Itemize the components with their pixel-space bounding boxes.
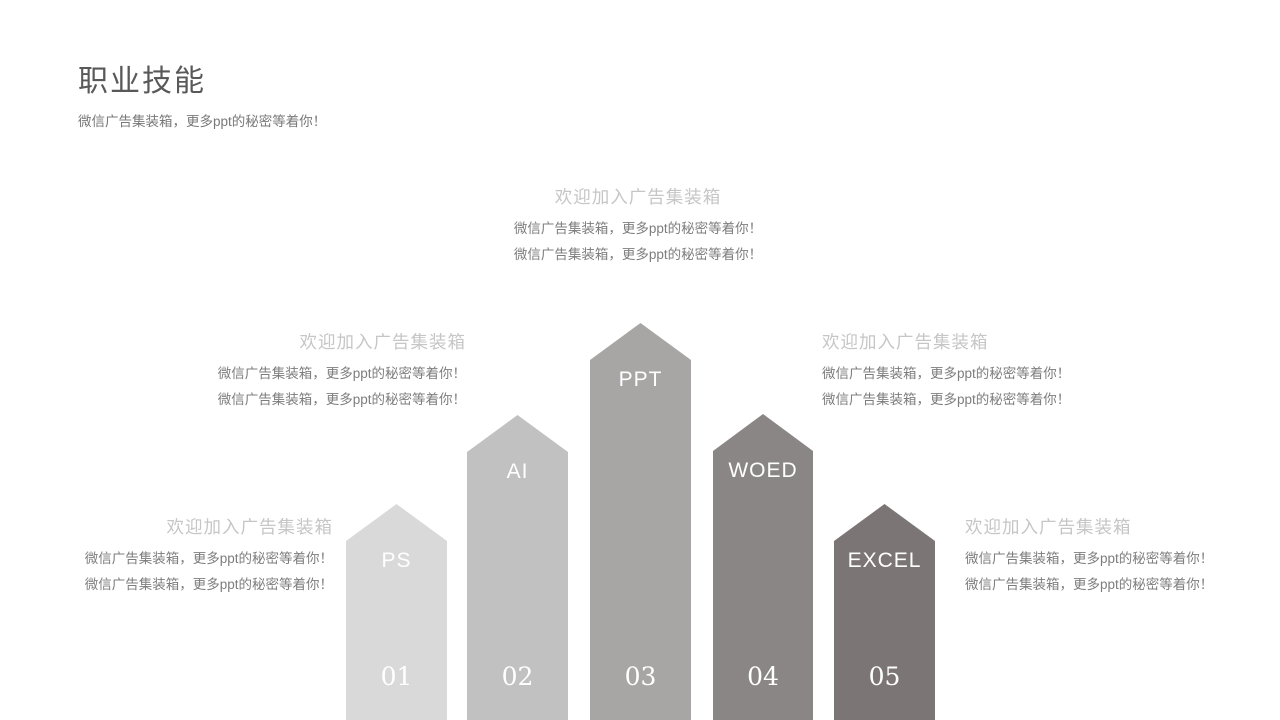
- info-block-heading: 欢迎加入广告集装箱: [822, 332, 989, 352]
- skill-bar-rank: 04: [747, 662, 779, 691]
- info-block-line: 微信广告集装箱，更多ppt的秘密等着你！: [84, 551, 333, 566]
- page-subtitle: 微信广告集装箱，更多ppt的秘密等着你！: [78, 114, 327, 129]
- info-block-line: 微信广告集装箱，更多ppt的秘密等着你！: [822, 392, 1071, 407]
- info-block-line: 微信广告集装箱，更多ppt的秘密等着你！: [965, 551, 1214, 566]
- info-block-heading: 欢迎加入广告集装箱: [965, 517, 1132, 537]
- skill-bar-label: WOED: [728, 459, 798, 482]
- page-title: 职业技能: [78, 65, 206, 98]
- skill-bar-rank: 03: [624, 662, 657, 691]
- info-block-heading: 欢迎加入广告集装箱: [554, 187, 722, 207]
- skill-bar-rank: 01: [380, 662, 413, 691]
- info-block-mid-left: 欢迎加入广告集装箱 微信广告集装箱，更多ppt的秘密等着你！ 微信广告集装箱，更…: [136, 331, 466, 413]
- skill-bar-label: AI: [506, 460, 529, 483]
- skill-bar-label: PS: [381, 549, 412, 572]
- info-block-line: 微信广告集装箱，更多ppt的秘密等着你！: [822, 366, 1071, 381]
- info-block-top-center: 欢迎加入广告集装箱 微信广告集装箱，更多ppt的秘密等着你！ 微信广告集装箱，更…: [458, 186, 818, 268]
- skill-bar-rank: 05: [868, 662, 901, 691]
- info-block-bottom-right: 欢迎加入广告集装箱 微信广告集装箱，更多ppt的秘密等着你！ 微信广告集装箱，更…: [965, 516, 1275, 598]
- skill-bar-ai: AI 02: [467, 415, 568, 720]
- info-block-line: 微信广告集装箱，更多ppt的秘密等着你！: [513, 247, 763, 262]
- skill-bar-ppt: PPT 03: [590, 323, 691, 720]
- skill-bar-excel: EXCEL 05: [834, 504, 935, 720]
- info-block-heading: 欢迎加入广告集装箱: [166, 517, 333, 537]
- skill-bar-label: PPT: [618, 368, 663, 391]
- info-block-line: 微信广告集装箱，更多ppt的秘密等着你！: [965, 577, 1214, 592]
- info-block-line: 微信广告集装箱，更多ppt的秘密等着你！: [84, 577, 333, 592]
- info-block-heading: 欢迎加入广告集装箱: [299, 332, 466, 352]
- info-block-mid-right: 欢迎加入广告集装箱 微信广告集装箱，更多ppt的秘密等着你！ 微信广告集装箱，更…: [822, 331, 1152, 413]
- info-block-line: 微信广告集装箱，更多ppt的秘密等着你！: [217, 392, 466, 407]
- info-block-bottom-left: 欢迎加入广告集装箱 微信广告集装箱，更多ppt的秘密等着你！ 微信广告集装箱，更…: [23, 516, 333, 598]
- info-block-line: 微信广告集装箱，更多ppt的秘密等着你！: [513, 221, 763, 236]
- skill-bar-label: EXCEL: [847, 549, 922, 572]
- skill-bar-woed: WOED 04: [713, 414, 813, 720]
- skill-bar-rank: 02: [501, 662, 534, 691]
- skill-bar-ps: PS 01: [346, 504, 447, 720]
- info-block-line: 微信广告集装箱，更多ppt的秘密等着你！: [217, 366, 466, 381]
